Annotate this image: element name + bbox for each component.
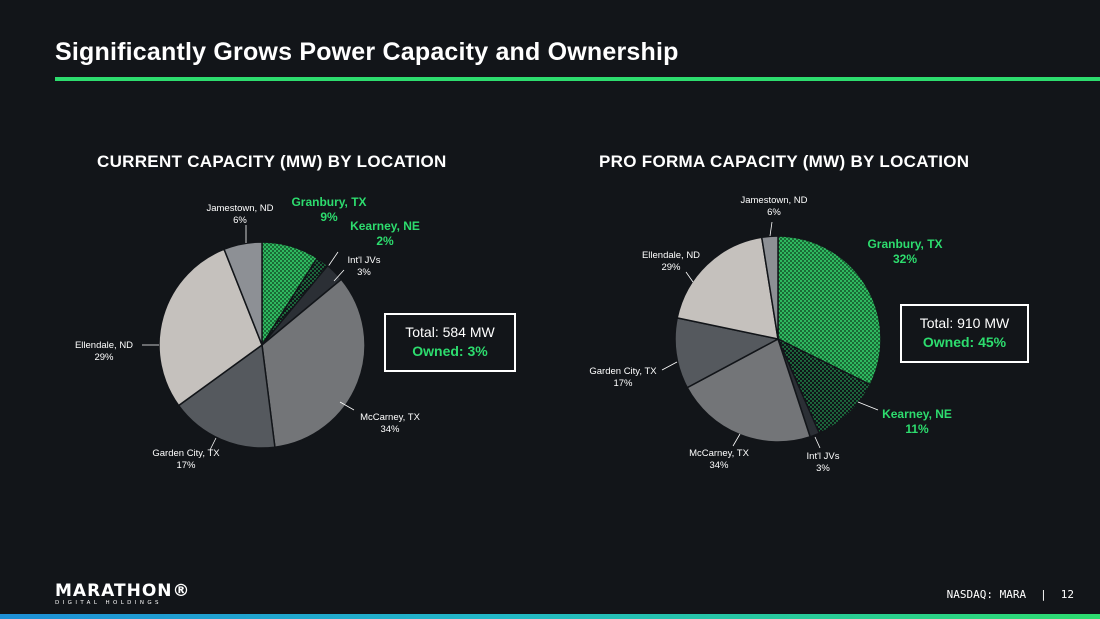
slice-label-int-l-jvs: Int'l JVs (807, 451, 840, 462)
pie-slice-jamestown-nd (760, 235, 779, 340)
slide-title: Significantly Grows Power Capacity and O… (55, 38, 679, 66)
logo-wordmark: MARATHON® (55, 581, 191, 601)
ticker-label: NASDAQ: MARA (946, 588, 1027, 601)
slice-label-jamestown-nd: Jamestown, ND (740, 195, 807, 206)
leader-line-garden-city-tx (661, 361, 678, 371)
leader-line-ellendale-nd (685, 271, 694, 283)
page-number: 12 (1060, 588, 1074, 601)
slice-pct-granbury-tx: 9% (320, 210, 338, 224)
pie-slice-garden-city-tx (177, 343, 276, 449)
slice-pct-int-l-jvs: 3% (816, 463, 830, 474)
slice-label-mccarney-tx: McCarney, TX (689, 448, 749, 459)
pro-forma-owned-pct: Owned: 45% (922, 334, 1007, 350)
slice-pct-kearney-ne: 2% (376, 234, 394, 248)
slice-pct-int-l-jvs: 3% (357, 267, 371, 278)
leader-line-mccarney-tx (732, 433, 741, 447)
pie-slice-kearney-ne (776, 337, 872, 435)
pro-forma-total-mw: Total: 910 MW (919, 315, 1010, 331)
pie-slice-garden-city-tx (674, 317, 781, 389)
leader-line-garden-city-tx (209, 437, 217, 451)
slice-pct-ellendale-nd: 29% (94, 352, 114, 363)
current-owned-pct: Owned: 3% (412, 343, 488, 359)
leader-line-mccarney-tx (339, 401, 355, 411)
pie-slice-mccarney-tx (261, 278, 366, 449)
slice-label-garden-city-tx: Garden City, TX (589, 366, 657, 377)
slice-label-garden-city-tx: Garden City, TX (152, 448, 220, 459)
current-total-mw: Total: 584 MW (405, 324, 495, 340)
slice-label-int-l-jvs: Int'l JVs (348, 255, 381, 266)
slice-pct-jamestown-nd: 6% (767, 207, 781, 218)
pie-slice-ellendale-nd (158, 248, 263, 407)
slice-pct-kearney-ne: 11% (905, 422, 929, 436)
leader-line-int-l-jvs (333, 269, 345, 282)
slice-pct-mccarney-tx: 34% (380, 424, 400, 435)
footer-ticker-page: NASDAQ: MARA | 12 (947, 588, 1074, 601)
footer-separator: | (1040, 588, 1047, 601)
slice-label-granbury-tx: Granbury, TX (291, 195, 366, 209)
slice-label-ellendale-nd: Ellendale, ND (642, 250, 700, 261)
pro-forma-capacity-chart-title: PRO FORMA CAPACITY (MW) BY LOCATION (599, 152, 970, 171)
title-divider (55, 77, 1100, 81)
pie-slice-granbury-tx (777, 235, 882, 386)
slice-label-granbury-tx: Granbury, TX (867, 237, 942, 251)
slice-pct-ellendale-nd: 29% (661, 262, 681, 273)
slice-label-kearney-ne: Kearney, NE (350, 219, 420, 233)
bottom-gradient-bar (0, 614, 1100, 619)
pie-slice-ellendale-nd (676, 236, 779, 340)
slice-label-kearney-ne: Kearney, NE (882, 407, 952, 421)
marathon-logo: MARATHON® DIGITAL HOLDINGS (55, 583, 191, 607)
leader-line-jamestown-nd (769, 221, 773, 237)
logo-subtitle: DIGITAL HOLDINGS (55, 600, 162, 606)
slice-pct-jamestown-nd: 6% (233, 215, 247, 226)
slice-pct-garden-city-tx: 17% (176, 460, 196, 471)
pro-forma-total-callout: Total: 910 MW Owned: 45% (900, 304, 1029, 363)
pie-slice-jamestown-nd (223, 241, 263, 346)
current-capacity-chart-title: CURRENT CAPACITY (MW) BY LOCATION (97, 152, 447, 171)
slice-pct-granbury-tx: 32% (893, 252, 917, 266)
slice-pct-mccarney-tx: 34% (709, 460, 729, 471)
current-total-callout: Total: 584 MW Owned: 3% (384, 313, 516, 372)
leader-line-kearney-ne (857, 401, 879, 411)
slice-pct-garden-city-tx: 17% (613, 378, 633, 389)
leader-line-int-l-jvs (814, 436, 821, 449)
slice-label-mccarney-tx: McCarney, TX (360, 412, 420, 423)
slice-label-jamestown-nd: Jamestown, ND (206, 203, 273, 214)
slice-label-ellendale-nd: Ellendale, ND (75, 340, 133, 351)
